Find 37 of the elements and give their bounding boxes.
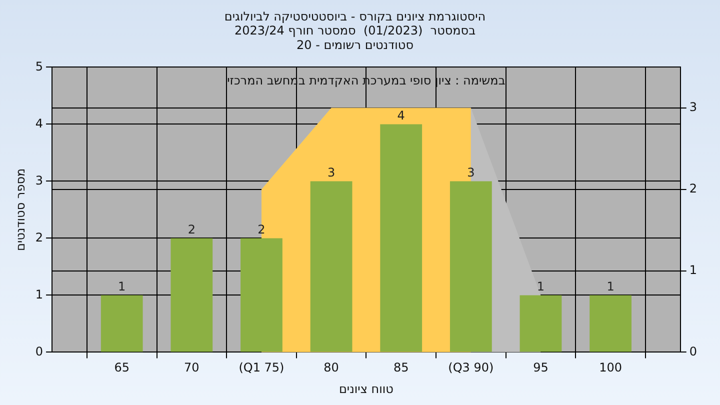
- data-label: 1: [606, 279, 614, 294]
- bar: [450, 181, 492, 352]
- chart-title: היסטוגרמת ציונים בקורס - ביוסטטיסטיקה לביולוגים: [224, 9, 486, 24]
- y-tick-label: 5: [35, 59, 44, 74]
- y-tick-label: 1: [35, 287, 44, 302]
- y-tick-label: 3: [35, 173, 44, 188]
- bar: [240, 238, 282, 352]
- chart-subtitle: בסמסטר (01/2023) סמסטר חורף 2023/24 סטודנטים רשומים - 20: [234, 24, 476, 52]
- x-tick-label: 85: [393, 360, 409, 375]
- data-label: 2: [188, 222, 196, 236]
- y2-tick-label: 1: [689, 262, 698, 277]
- x-tick-label: 65: [114, 360, 130, 375]
- y-axis-title: מספר סטודנטים: [13, 168, 28, 252]
- y-tick-label: 2: [35, 230, 44, 244]
- y2-tick-label: 0: [689, 344, 698, 358]
- x-tick-label: (Q1 75): [238, 360, 284, 375]
- data-label: 1: [536, 279, 545, 294]
- x-tick-label: 100: [599, 360, 622, 375]
- bar: [380, 124, 422, 352]
- x-tick-label: (Q3 90): [448, 360, 494, 375]
- bar: [310, 181, 352, 352]
- x-tick-label: 70: [184, 360, 200, 375]
- data-label: 4: [397, 108, 405, 122]
- bar: [170, 238, 213, 352]
- data-label: 1: [118, 279, 126, 294]
- bar: [590, 295, 632, 352]
- y-tick-label: 0: [35, 344, 44, 358]
- data-label: 3: [467, 165, 475, 180]
- x-tick-label: 80: [324, 360, 339, 375]
- bar: [520, 295, 562, 352]
- y-tick-label: 4: [35, 116, 44, 130]
- bar: [100, 295, 143, 352]
- data-label: 3: [327, 165, 336, 180]
- y2-tick-label: 3: [689, 100, 698, 114]
- y2-tick-label: 2: [689, 181, 698, 196]
- x-tick-label: 95: [533, 360, 548, 375]
- x-axis-title: טווח ציונים: [338, 382, 394, 396]
